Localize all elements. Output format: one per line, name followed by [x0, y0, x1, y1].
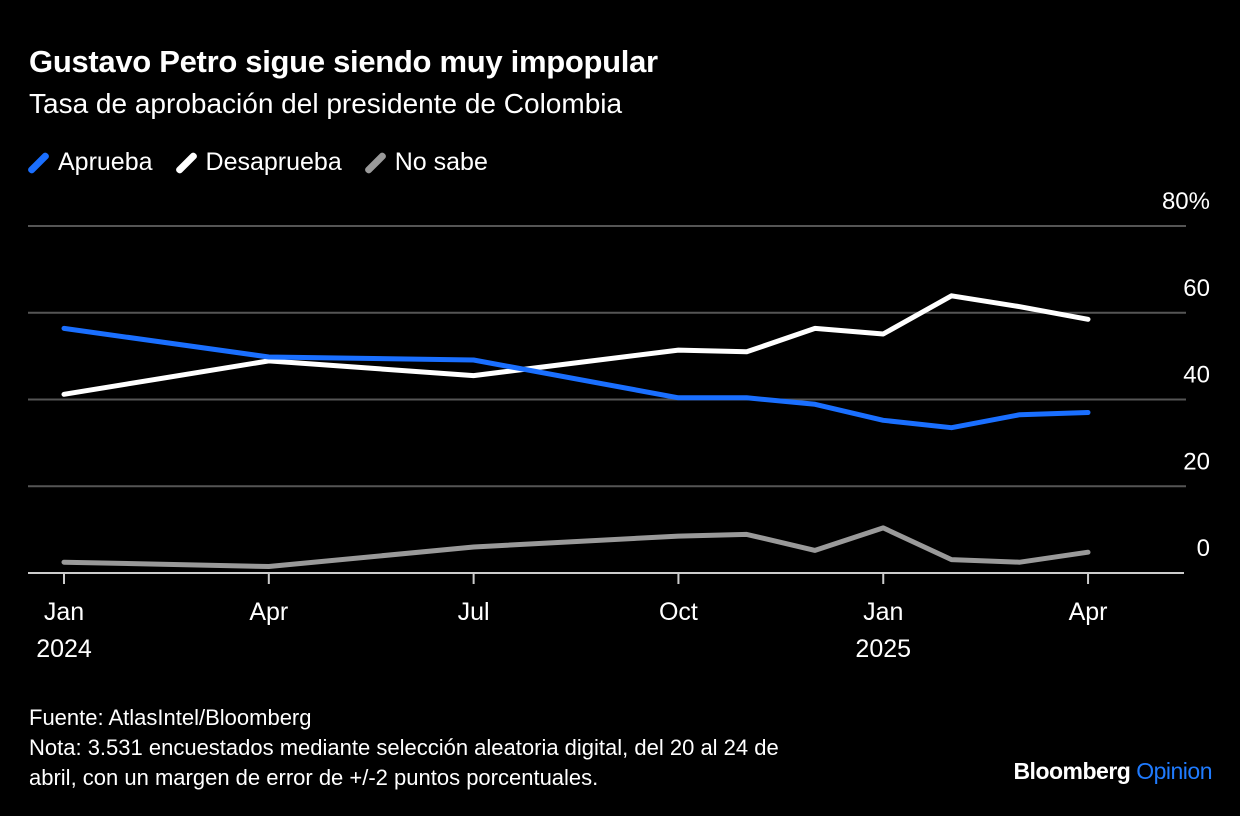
note-text: Nota: 3.531 encuestados mediante selecci… [29, 735, 779, 760]
bloomberg-opinion-logo: Bloomberg Opinion [1013, 758, 1212, 784]
legend-label: Desaprueba [205, 148, 342, 176]
line-chart: 0 20 40 60 80% Jan 2024 Apr Jul Oct Jan 2025 Apr [28, 188, 1210, 663]
note-text-continued: abril, con un margen de error de +/-2 pu… [29, 765, 599, 790]
legend-label: No sabe [394, 148, 488, 176]
chart-subtitle: Tasa de aprobación del presidente de Col… [29, 88, 623, 119]
legend-item-no-sabe: No sabe [363, 148, 488, 177]
source-text: Fuente: AtlasIntel/Bloomberg [29, 705, 312, 730]
series-line-aprueba [61, 325, 1091, 431]
chart-title: Gustavo Petro sigue siendo muy impopular [29, 44, 658, 79]
y-tick-label: 0 [1197, 535, 1210, 562]
x-tick-label: Oct [659, 598, 698, 626]
legend-item-aprueba: Aprueba [26, 148, 153, 177]
legend-item-desaprueba: Desaprueba [174, 148, 342, 177]
x-tick-label: Apr [249, 598, 288, 626]
y-tick-label: 80% [1162, 188, 1210, 215]
x-tick-label: Jan [44, 598, 84, 626]
legend: Aprueba Desaprueba No sabe [26, 148, 488, 177]
y-tick-label: 60 [1183, 275, 1210, 302]
x-tick-label: Apr [1069, 598, 1108, 626]
x-tick-year: 2025 [855, 635, 911, 663]
x-tick-year: 2024 [36, 635, 92, 663]
y-tick-label: 40 [1183, 362, 1210, 389]
legend-label: Aprueba [58, 148, 153, 176]
x-tick-label: Jul [458, 598, 490, 626]
x-tick-label: Jan [863, 598, 903, 626]
series-line-desaprueba [61, 293, 1091, 397]
series-line-no-sabe [61, 525, 1091, 569]
y-tick-label: 20 [1183, 448, 1210, 475]
footer: Fuente: AtlasIntel/Bloomberg Nota: 3.531… [29, 703, 779, 793]
